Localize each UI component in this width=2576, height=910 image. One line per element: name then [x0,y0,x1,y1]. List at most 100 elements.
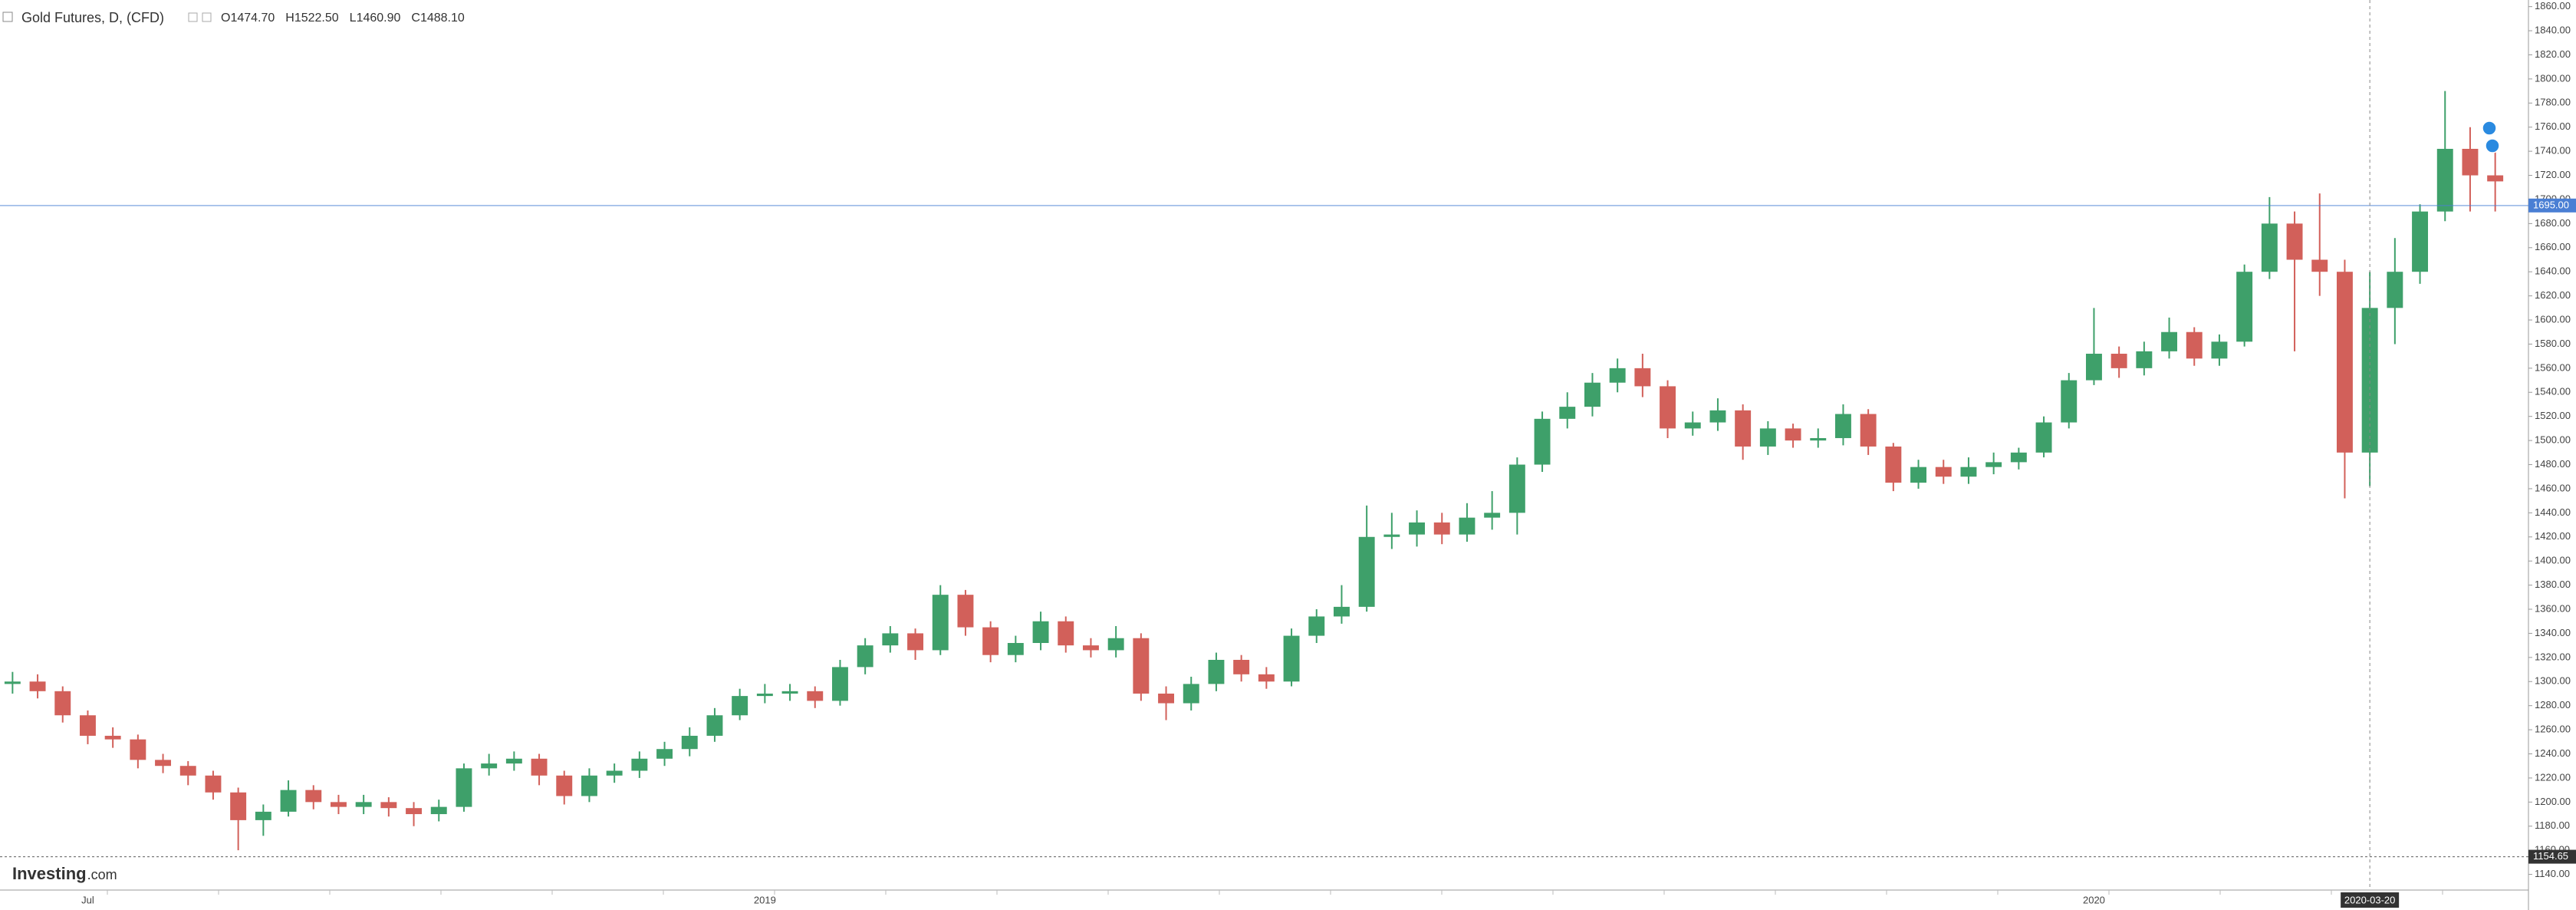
candle-body [1609,368,1626,383]
logo-brand: Investing [12,864,87,883]
y-tick-label: 1580.00 [2535,338,2571,349]
y-tick-label: 1380.00 [2535,579,2571,590]
candle-body [2412,211,2429,272]
y-tick-label: 1860.00 [2535,0,2571,12]
candle-body [2361,308,2378,453]
candle-body [2110,354,2127,368]
candle-body [907,633,924,651]
candle-body [732,696,748,716]
candle-body [756,693,773,697]
chart-title: Gold Futures, D, (CFD) [21,10,164,25]
candle-body [2085,354,2102,381]
candle-body [2311,259,2328,272]
x-tick-label: 2020 [2083,894,2105,905]
y-tick-label: 1560.00 [2535,361,2571,373]
candle-body [807,691,824,701]
x-tick-label: 2019 [754,894,776,905]
candle-body [1183,684,1199,704]
y-tick-label: 1260.00 [2535,724,2571,735]
candle-body [4,681,21,684]
candle-body [104,735,121,740]
y-tick-label: 1720.00 [2535,169,2571,180]
candle-body [882,633,899,646]
y-tick-label: 1460.00 [2535,482,2571,493]
candle-body [305,790,322,803]
candle-body [1032,621,1049,643]
crosshair-label: 2020-03-20 [2344,894,2396,905]
y-tick-label: 1520.00 [2535,410,2571,421]
candle-body [1735,410,1752,447]
candle-body [1660,386,1676,429]
candle-body [2462,148,2479,176]
candle-body [2186,331,2203,359]
candle-body [2061,380,2078,423]
y-tick-label: 1320.00 [2535,651,2571,662]
ohlc-label: H1522.50 [285,12,338,25]
candle-body [781,691,798,694]
candle-body [1208,659,1225,684]
candle-body [1383,534,1400,537]
candle-body [54,691,71,716]
candle-body [656,749,673,759]
candle-body [1684,422,1701,429]
candle-body [1860,414,1877,447]
candle-body [556,775,573,796]
candle-body [1810,437,1827,441]
candle-body [1007,642,1024,655]
candle-body [982,627,999,655]
candle-body [1133,638,1150,694]
candles [4,91,2504,851]
candle-body [2236,272,2253,342]
candle-body [505,758,522,764]
y-tick-label: 1840.00 [2535,24,2571,35]
price-label-bg [2528,849,2576,864]
candle-body [481,763,498,769]
y-tick-label: 1780.00 [2535,97,2571,108]
y-tick-label: 1400.00 [2535,555,2571,566]
y-tick-label: 1220.00 [2535,771,2571,783]
candle-body [355,802,372,807]
price-label: 1695.00 [2533,199,2569,210]
x-tick-label: Jul [81,894,94,905]
candle-body [1634,368,1651,387]
candle-body [130,739,146,760]
y-tick-label: 1360.00 [2535,602,2571,614]
y-tick-label: 1300.00 [2535,675,2571,687]
candle-body [1834,414,1851,438]
price-label: 1154.65 [2533,850,2568,862]
candle-body [1258,674,1275,682]
candle-body [2336,272,2353,453]
candle-body [2387,272,2403,308]
y-tick-label: 1800.00 [2535,72,2571,84]
y-tick-label: 1180.00 [2535,819,2570,831]
candle-body [1082,645,1099,651]
y-tick-label: 1600.00 [2535,313,2571,325]
y-tick-label: 1500.00 [2535,434,2571,446]
candle-body [1534,418,1551,465]
candle-body [1935,467,1952,477]
candle-body [1158,693,1175,704]
candle-body [2261,223,2278,272]
candle-body [1333,606,1350,617]
settings-icon [202,12,212,22]
candle-body [1985,462,2002,467]
y-tick-label: 1280.00 [2535,699,2571,711]
candle-body [1358,536,1375,607]
candle-body [1107,638,1124,651]
collapse-icon[interactable] [2,12,13,22]
y-tick-label: 1680.00 [2535,217,2571,229]
y-tick-label: 1760.00 [2535,120,2571,132]
candle-body [2136,351,2153,368]
candle-body [2487,175,2504,182]
candle-body [1433,522,1450,535]
candle-body [1459,517,1476,535]
event-marker [2485,138,2500,153]
candle-body [456,768,472,807]
candle-body [1484,513,1501,518]
candle-body [205,775,222,793]
candle-body [681,735,698,750]
candle-body [255,811,271,820]
candle-body [29,681,46,691]
